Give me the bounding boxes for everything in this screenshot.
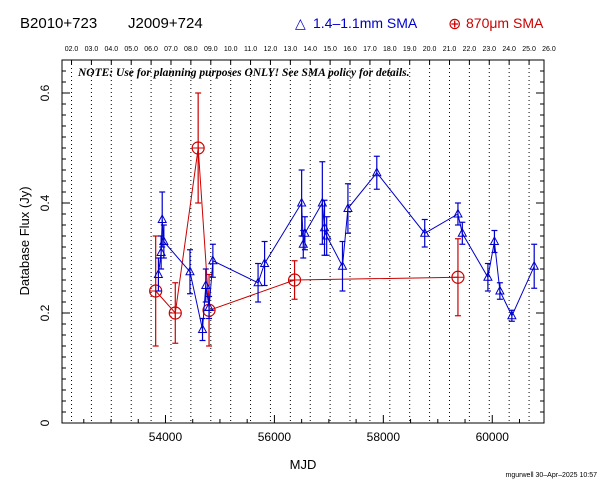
year-tick-label: 05.0 bbox=[124, 46, 138, 53]
data-point-triangle bbox=[321, 230, 332, 240]
data-point-triangle bbox=[319, 222, 330, 232]
data-point-triangle bbox=[300, 227, 310, 237]
data-point-triangle bbox=[185, 266, 195, 276]
year-tick-label: 09.0 bbox=[204, 46, 218, 53]
data-point-triangle bbox=[337, 260, 348, 270]
source-name-primary: B2010+723 bbox=[20, 15, 97, 32]
data-point-triangle bbox=[495, 285, 505, 295]
series-line bbox=[157, 171, 535, 330]
year-tick-label: 18.0 bbox=[383, 46, 397, 53]
series-1mm bbox=[153, 155, 540, 342]
data-point-triangle bbox=[153, 268, 164, 278]
axis-ticks: 54000 56000 58000 60000 0 0.2 0.4 0.6 bbox=[38, 60, 544, 444]
data-point-triangle bbox=[204, 301, 214, 311]
x-tick-label: 54000 bbox=[149, 430, 183, 444]
data-point-triangle bbox=[317, 197, 328, 207]
x-tick-label: 60000 bbox=[476, 430, 510, 444]
data-point-triangle bbox=[298, 238, 309, 248]
year-tick-label: 22.0 bbox=[463, 46, 477, 53]
plot-frame bbox=[61, 59, 545, 424]
legend-label-870um: 870μm SMA bbox=[466, 15, 544, 31]
data-point-triangle bbox=[507, 310, 517, 320]
planning-note: NOTE: Use for planning purposes ONLY! Se… bbox=[77, 67, 410, 79]
data-point-triangle bbox=[200, 279, 211, 289]
data-point-triangle bbox=[296, 197, 307, 207]
year-tick-label: 15.0 bbox=[323, 46, 337, 53]
series-line bbox=[155, 147, 458, 315]
source-name-alias: J2009+724 bbox=[128, 15, 203, 32]
year-tick-label: 13.0 bbox=[284, 46, 298, 53]
year-tick-label: 20.0 bbox=[423, 46, 437, 53]
header: B2010+723 J2009+724 △ 1.4–1.1mm SMA ⊕ 87… bbox=[20, 15, 544, 33]
year-tick-label: 10.0 bbox=[224, 46, 238, 53]
y-tick-label: 0 bbox=[38, 419, 52, 426]
year-tick-label: 24.0 bbox=[502, 46, 516, 53]
year-tick-label: 23.0 bbox=[482, 46, 496, 53]
series-870um bbox=[149, 92, 465, 347]
x-tick-label: 58000 bbox=[367, 430, 401, 444]
x-tick-label: 56000 bbox=[258, 430, 292, 444]
legend-marker-circle-plus: ⊕ bbox=[448, 16, 461, 33]
year-tick-label: 06.0 bbox=[144, 46, 158, 53]
year-tick-label: 14.0 bbox=[303, 46, 317, 53]
data-point-triangle bbox=[529, 260, 540, 270]
year-tick-label: 12.0 bbox=[264, 46, 278, 53]
year-tick-label: 07.0 bbox=[164, 46, 178, 53]
data-point-triangle bbox=[371, 167, 382, 177]
y-tick-label: 0.2 bbox=[38, 304, 52, 321]
y-axis-label: Database Flux (Jy) bbox=[17, 186, 32, 295]
data-point-triangle bbox=[159, 235, 169, 245]
data-point-triangle bbox=[483, 271, 493, 281]
year-tick-label: 17.0 bbox=[363, 46, 377, 53]
year-tick-label: 21.0 bbox=[443, 46, 457, 53]
year-tick-label: 25.0 bbox=[522, 46, 536, 53]
data-point-triangle bbox=[343, 202, 353, 212]
year-tick-labels: 02.0 03.0 04.0 05.0 06.0 07.0 08.0 09.0 10.0 11.0… bbox=[65, 46, 556, 53]
year-tick-label: 26.0 bbox=[542, 46, 556, 53]
year-tick-label: 11.0 bbox=[244, 46, 257, 53]
x-axis-label: MJD bbox=[290, 457, 317, 472]
y-tick-label: 0.6 bbox=[38, 84, 52, 101]
data-point-triangle bbox=[457, 227, 468, 237]
year-tick-label: 02.0 bbox=[65, 46, 79, 53]
year-tick-label: 16.0 bbox=[343, 46, 357, 53]
footer-credit: mgurwell 30–Apr–2025 10:57 bbox=[506, 472, 598, 479]
legend-marker-triangle: △ bbox=[295, 15, 306, 31]
data-point-triangle bbox=[489, 235, 500, 245]
data-point-triangle bbox=[253, 277, 263, 287]
data-point-triangle bbox=[259, 257, 270, 267]
year-tick-label: 03.0 bbox=[85, 46, 99, 53]
data-point-triangle bbox=[156, 246, 166, 256]
year-tick-label: 08.0 bbox=[184, 46, 198, 53]
year-tick-label: 04.0 bbox=[104, 46, 118, 53]
data-point-triangle bbox=[157, 213, 168, 223]
data-point-triangle bbox=[453, 208, 463, 218]
year-tick-label: 19.0 bbox=[403, 46, 417, 53]
data-point-triangle bbox=[208, 255, 218, 265]
data-point-triangle bbox=[419, 227, 430, 237]
data-point-triangle bbox=[197, 323, 208, 333]
y-tick-label: 0.4 bbox=[38, 194, 52, 211]
legend-label-1mm: 1.4–1.1mm SMA bbox=[313, 15, 418, 31]
year-gridlines bbox=[71, 60, 530, 423]
